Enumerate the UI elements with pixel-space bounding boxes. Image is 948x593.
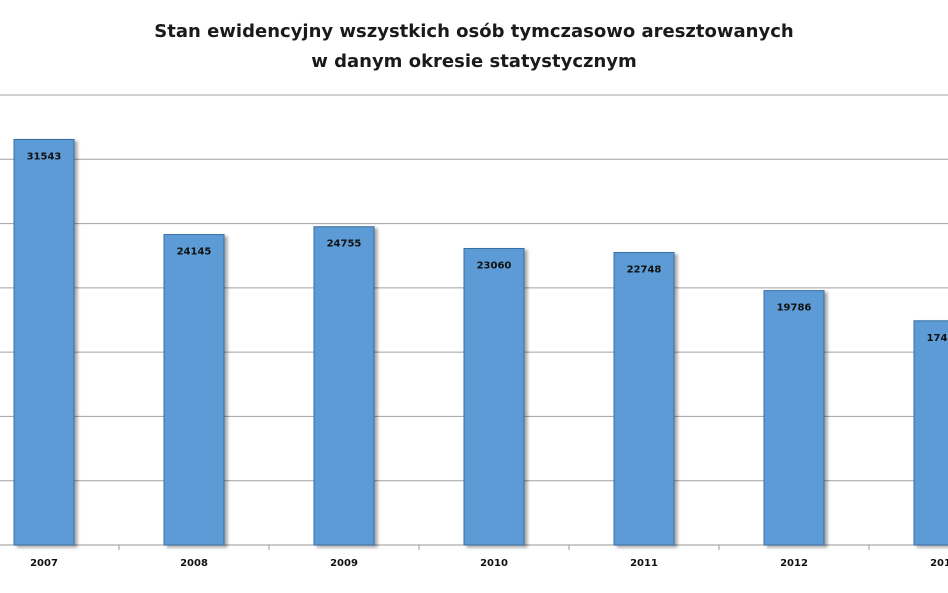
x-tick-label: 2012 [780,558,808,569]
data-label: 24755 [327,239,362,250]
data-label: 19786 [777,303,812,314]
bar [913,320,948,546]
data-label: 23060 [477,261,512,272]
chart-subtitle: w danym okresie statystycznym [311,51,637,72]
bar [463,248,525,546]
bar [163,234,225,546]
x-tick-label: 2011 [630,558,658,569]
chart-title: Stan ewidencyjny wszystkich osób tymczas… [154,21,793,42]
bar [613,252,675,546]
x-tick-label: 2009 [330,558,358,569]
x-tick-label: 2008 [180,558,208,569]
x-tick-label: 2010 [480,558,508,569]
data-label: 31543 [27,151,62,162]
bar [313,226,375,546]
x-tick-label: 2007 [30,558,58,569]
data-label: 17440 [927,333,948,344]
bar [763,290,825,546]
bar [13,138,75,546]
data-label: 24145 [177,247,212,258]
data-label: 22748 [627,265,662,276]
x-tick-label: 2013 [930,558,948,569]
